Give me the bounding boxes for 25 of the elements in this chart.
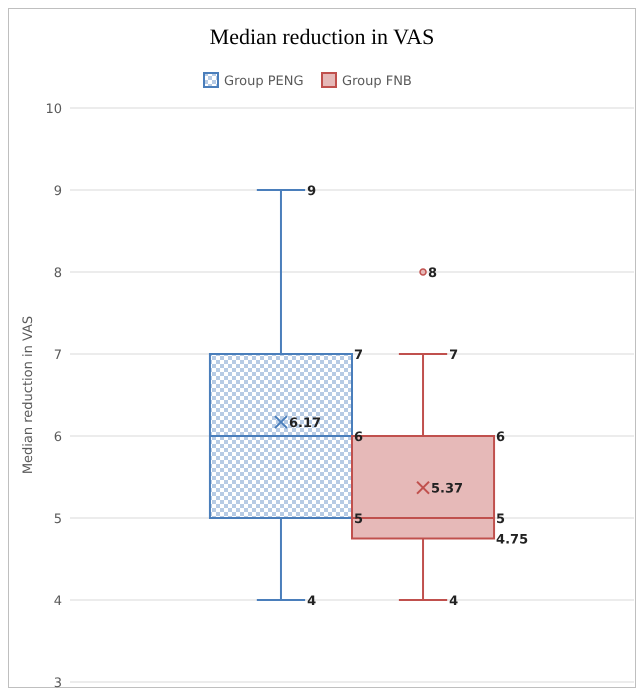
annotation: 4 bbox=[307, 594, 316, 609]
annotation: 9 bbox=[307, 184, 316, 199]
y-tick-label: 5 bbox=[54, 512, 62, 527]
chart-title: Median reduction in VAS bbox=[210, 24, 434, 49]
y-tick-label: 8 bbox=[54, 266, 62, 281]
annotation: 4.75 bbox=[496, 532, 528, 548]
annotation: 6 bbox=[354, 430, 364, 445]
annotation: 5.37 bbox=[431, 482, 464, 497]
annotation: 7 bbox=[354, 348, 364, 363]
annotation: 4 bbox=[449, 594, 458, 609]
y-tick-label: 6 bbox=[54, 430, 62, 445]
legend-label: Group FNB bbox=[342, 74, 412, 89]
y-tick-label: 10 bbox=[45, 102, 62, 117]
y-axis-title: Median reduction in VAS bbox=[21, 316, 36, 474]
y-tick-label: 4 bbox=[54, 594, 62, 609]
y-tick-label: 3 bbox=[54, 676, 62, 691]
legend-label: Group PENG bbox=[224, 74, 304, 89]
y-tick-label: 9 bbox=[54, 184, 62, 199]
annotation: 6 bbox=[496, 430, 506, 445]
annotation: 6.17 bbox=[288, 416, 322, 432]
annotation: 7 bbox=[449, 348, 458, 363]
annotation: 5 bbox=[354, 512, 364, 527]
annotation: 5 bbox=[496, 512, 506, 527]
annotation: 8 bbox=[428, 266, 438, 281]
y-tick-label: 7 bbox=[54, 348, 62, 363]
